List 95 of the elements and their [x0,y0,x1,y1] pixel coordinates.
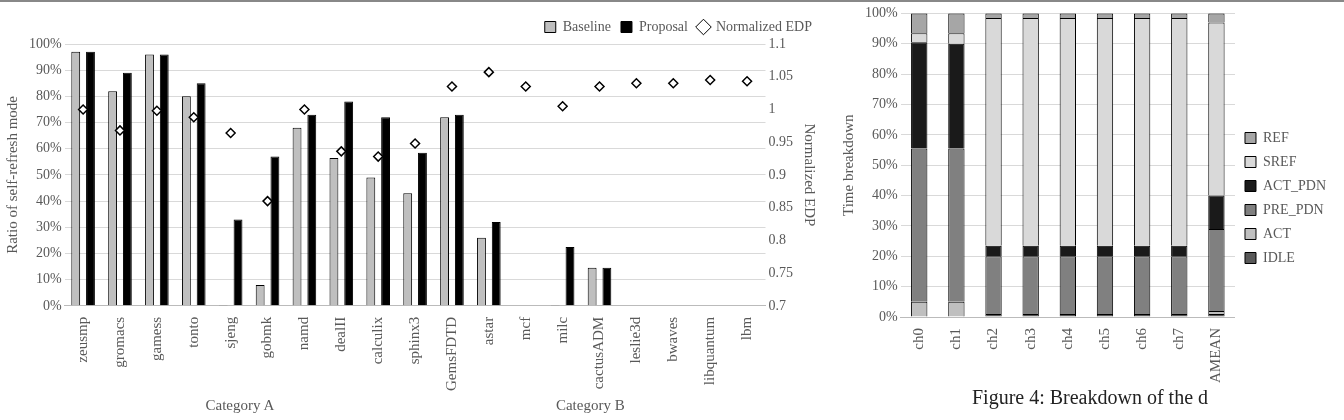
legend-label: ACT_PDN [1262,177,1327,193]
point [409,138,421,149]
x-tick-label: dealII [332,316,349,352]
x-tick-label: cactusADM [590,316,607,390]
y2-tick-label: 0.85 [768,199,793,215]
point [520,81,531,92]
y-tick-label: 30% [35,218,62,234]
x-tick-label: GemsFDTD [442,316,459,392]
legend-label: SREF [1262,153,1297,169]
y-tick-label: 10% [35,271,62,287]
y-tick-label: 70% [871,96,898,112]
x-tick-label: ch2 [984,328,1001,350]
y-axis-title: Time breakdown [839,113,856,216]
bar [491,222,501,306]
y2-tick-label: 0.75 [768,264,793,280]
x-tick-label: libquantum [701,316,718,386]
point [483,66,495,78]
point [668,78,679,89]
y-tick-label: 80% [871,65,898,81]
y-tick-label: 100% [28,35,62,51]
y-tick-label: 0% [42,297,62,313]
text: Category B [555,397,625,414]
y-tick-label: 40% [35,192,62,208]
point [336,146,347,157]
point [446,81,458,92]
legend-label: IDLE [1262,249,1295,265]
x-tick-label: ch7 [1170,327,1187,350]
x-tick-label: leslie3d [627,316,644,364]
x-tick-label: sphinx3 [406,316,423,365]
y-tick-label: 40% [871,187,898,203]
y-tick-label: 60% [871,126,898,142]
y-tick-label: 70% [35,114,62,130]
x-tick-label: ch1 [947,328,964,350]
y2-tick-label: 1 [768,101,776,117]
y-tick-label: 100% [864,5,898,21]
caption: Figure 4: Breakdown of the d [970,386,1210,409]
y-tick-label: 60% [35,140,62,156]
x-tick-label: ch5 [1095,328,1112,350]
legend-label: Proposal [638,18,689,34]
y2-tick-label: 0.8 [768,232,786,248]
point [741,76,753,87]
x-tick-label: ch3 [1021,328,1038,350]
y2-tick-label: 1.05 [768,68,793,84]
x-tick-label: bwaves [664,316,681,362]
y-axis-title: Ratio of self-refresh mode [3,95,20,254]
x-tick-label: namd [295,316,312,351]
bar [454,114,464,306]
x-tick-label: calculix [369,316,386,365]
legend-label: REF [1262,129,1289,145]
x-tick-label: gromacs [110,316,127,368]
point [262,195,273,207]
y-tick-label: 20% [871,247,898,263]
y-tick-label: 20% [35,245,62,261]
x-tick-label: tonto [184,316,201,348]
point [77,104,89,115]
text: Category A [205,397,275,414]
x-tick-label: astar [479,316,496,346]
y2-axis-title: Normalized EDP [802,123,819,227]
y-tick-label: 10% [871,278,898,294]
x-tick-label: ch0 [910,328,927,350]
legend-label: Baseline [562,18,611,34]
point [631,78,642,89]
bar [602,267,612,306]
point [299,104,310,115]
legend-label: PRE_PDN [1262,201,1324,217]
x-tick-label: gobmk [258,316,275,359]
x-tick-label: ch4 [1058,327,1075,350]
y2-tick-label: 0.9 [768,166,786,182]
point [372,151,384,162]
y2-tick-label: 0.95 [768,133,793,149]
point [704,74,716,86]
point [557,100,568,112]
y2-tick-label: 0.7 [768,297,786,313]
y-tick-label: 80% [35,88,62,104]
y-tick-label: 90% [35,61,62,77]
x-tick-label: ch6 [1133,327,1150,350]
y-tick-label: 50% [871,156,898,172]
point [225,127,236,139]
y-tick-label: 30% [871,217,898,233]
x-tick-label: lbm [737,316,754,341]
x-tick-label: gamess [147,316,164,362]
x-tick-label: sjeng [221,316,238,349]
point [594,81,605,92]
y-tick-label: 50% [35,166,62,182]
x-tick-label: AMEAN [1207,327,1224,383]
x-tick-label: mcf [516,316,533,341]
bar [418,152,427,306]
y2-tick-label: 1.1 [768,35,786,51]
y-tick-label: 90% [871,35,898,51]
x-tick-label: milc [553,316,570,344]
y-tick-label: 0% [878,308,898,324]
bar [307,114,317,306]
legend-label: ACT [1262,225,1292,241]
x-tick-label: zeusmp [74,316,91,363]
legend-label: Normalized EDP [715,18,813,34]
